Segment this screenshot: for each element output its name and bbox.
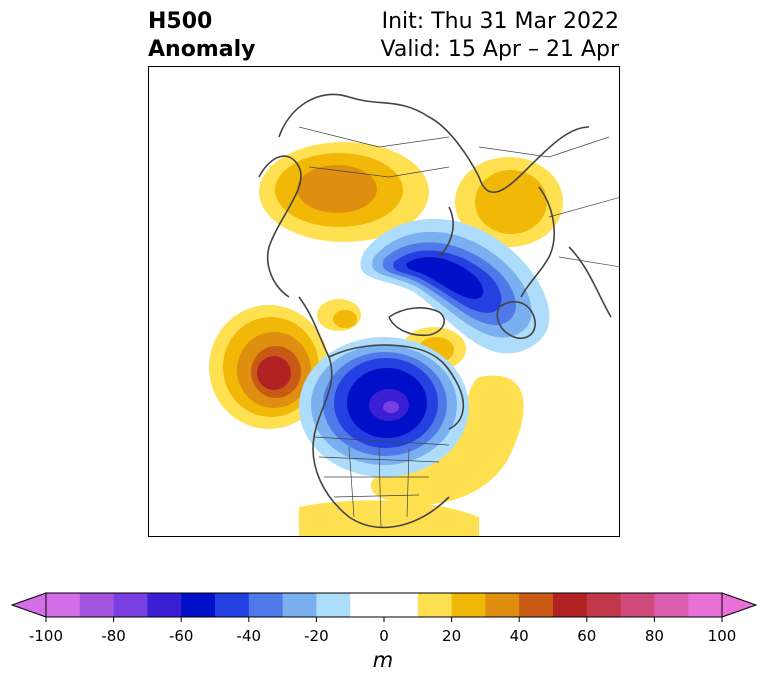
- map-canvas: [209, 93, 619, 536]
- colorbar: [10, 592, 758, 622]
- negative-anomaly-canada: [299, 337, 469, 477]
- colorbar-tick-label: 80: [644, 627, 664, 645]
- colorbar-bin: [688, 593, 723, 617]
- colorbar-bin: [417, 593, 453, 617]
- colorbar-extend-low: [10, 592, 47, 618]
- negative-anomaly-arctic: [360, 218, 550, 354]
- colorbar-bin: [181, 593, 216, 617]
- colorbar-bin: [620, 593, 655, 617]
- positive-anomaly-pacific: [209, 305, 329, 429]
- valid-range: Valid: 15 Apr – 21 Apr: [380, 37, 620, 62]
- colorbar-bin: [282, 593, 317, 617]
- positive-anomaly-siberia: [259, 142, 429, 242]
- colorbar-tick-label: 20: [442, 627, 462, 645]
- colorbar-tick-label: -60: [168, 627, 194, 645]
- colorbar-bin: [113, 593, 148, 617]
- colorbar-unit: m: [372, 648, 394, 672]
- colorbar-bin: [46, 593, 81, 617]
- colorbar-bin: [451, 593, 486, 617]
- colorbar-bin: [248, 593, 284, 617]
- map-subtitle: Init: Thu 31 Mar 2022 Valid: 15 Apr – 21…: [381, 8, 620, 64]
- positive-anomaly-south: [299, 500, 479, 536]
- colorbar-tick-label: 60: [577, 627, 597, 645]
- colorbar-tick-label: -100: [28, 627, 64, 645]
- map-title: H500 Anomaly: [148, 8, 255, 64]
- colorbar-tick-label: -40: [236, 627, 262, 645]
- colorbar-extend-high: [721, 592, 758, 618]
- colorbar-bin: [654, 593, 689, 617]
- colorbar-bin: [553, 593, 588, 617]
- init-date: Init: Thu 31 Mar 2022: [381, 9, 619, 34]
- colorbar-tick-label: 100: [707, 627, 737, 645]
- colorbar-bin: [519, 593, 554, 617]
- political-borders: [298, 126, 619, 528]
- colorbar-bin: [350, 593, 419, 617]
- colorbar-tick-label: 0: [379, 627, 389, 645]
- colorbar-tick-label: -20: [304, 627, 329, 645]
- colorbar-tick-label: -80: [101, 627, 126, 645]
- colorbar-bin: [316, 593, 351, 617]
- anomaly-map: [148, 66, 620, 537]
- coastlines: [258, 93, 612, 529]
- colorbar-tick-label: 40: [509, 627, 529, 645]
- title-line1: H500: [148, 9, 213, 34]
- colorbar-bin: [215, 593, 250, 617]
- positive-anomaly-eurasia: [455, 157, 563, 247]
- colorbar-bin: [586, 593, 622, 617]
- colorbar-bin: [79, 593, 115, 617]
- colorbar-bin: [485, 593, 520, 617]
- colorbar-bin: [147, 593, 182, 617]
- title-line2: Anomaly: [148, 37, 256, 62]
